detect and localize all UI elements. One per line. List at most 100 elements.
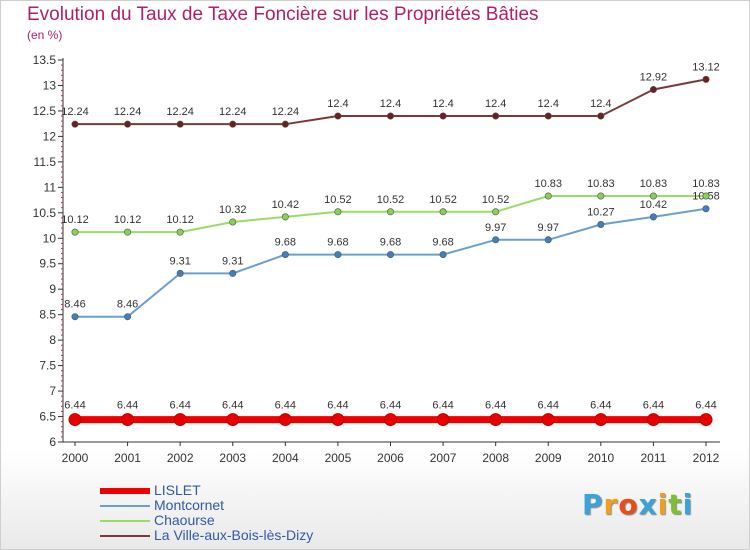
x-tick-label: 2002 bbox=[167, 451, 194, 465]
data-label: 10.12 bbox=[114, 214, 142, 226]
data-point bbox=[699, 413, 713, 427]
logo-letter: P bbox=[582, 488, 604, 521]
data-label: 12.92 bbox=[640, 72, 668, 84]
data-label: 12.4 bbox=[485, 98, 506, 110]
y-tick-label: 6 bbox=[49, 435, 56, 449]
data-point bbox=[334, 208, 342, 216]
chart-title: Evolution du Taux de Taxe Foncière sur l… bbox=[27, 4, 539, 25]
legend-swatch-montcornet bbox=[100, 505, 150, 507]
data-point bbox=[71, 120, 79, 128]
legend-item-lislet: LISLET bbox=[100, 482, 430, 499]
y-tick-label: 12 bbox=[43, 129, 57, 143]
data-label: 10.83 bbox=[640, 178, 668, 190]
data-point bbox=[649, 213, 657, 221]
data-label: 10.52 bbox=[324, 194, 352, 206]
data-label: 12.4 bbox=[538, 98, 559, 110]
data-point bbox=[281, 251, 289, 259]
data-label: 6.44 bbox=[64, 400, 85, 412]
x-tick-label: 2000 bbox=[62, 451, 89, 465]
data-point bbox=[489, 413, 503, 427]
data-point bbox=[544, 112, 552, 120]
data-label: 8.46 bbox=[64, 299, 85, 311]
data-label: 10.83 bbox=[534, 178, 562, 190]
proxiti-logo: Proxiti bbox=[582, 488, 693, 521]
data-point bbox=[492, 236, 500, 244]
logo-letter: t bbox=[668, 488, 683, 521]
data-label: 10.27 bbox=[587, 207, 615, 219]
legend-swatch-lislet bbox=[100, 488, 150, 494]
data-label: 10.83 bbox=[692, 178, 720, 190]
data-point bbox=[176, 120, 184, 128]
y-tick-label: 8.5 bbox=[39, 308, 56, 322]
y-tick-label: 11.5 bbox=[34, 155, 57, 169]
data-label: 9.68 bbox=[432, 237, 453, 249]
data-label: 6.44 bbox=[695, 400, 716, 412]
data-label: 10.52 bbox=[377, 194, 405, 206]
data-point bbox=[121, 413, 135, 427]
data-label: 9.68 bbox=[275, 237, 296, 249]
y-tick-label: 7.5 bbox=[39, 359, 56, 373]
data-label: 6.44 bbox=[485, 400, 506, 412]
data-label: 9.31 bbox=[169, 255, 190, 267]
data-point bbox=[71, 313, 79, 321]
data-label: 6.44 bbox=[380, 400, 401, 412]
data-point bbox=[646, 413, 660, 427]
data-label: 6.44 bbox=[538, 400, 559, 412]
data-label: 6.44 bbox=[222, 400, 243, 412]
data-label: 12.24 bbox=[166, 106, 194, 118]
data-point bbox=[281, 213, 289, 221]
data-point bbox=[331, 413, 345, 427]
x-tick-label: 2005 bbox=[325, 451, 352, 465]
data-label: 6.44 bbox=[169, 400, 190, 412]
data-point bbox=[229, 269, 237, 277]
data-point bbox=[702, 192, 710, 200]
data-point bbox=[124, 228, 132, 236]
data-label: 6.44 bbox=[117, 400, 138, 412]
data-point bbox=[384, 413, 397, 427]
data-point bbox=[439, 251, 447, 259]
y-tick-label: 9.5 bbox=[39, 257, 56, 271]
data-label: 10.42 bbox=[272, 199, 300, 211]
data-label: 12.24 bbox=[272, 106, 300, 118]
data-label: 12.4 bbox=[327, 98, 348, 110]
x-tick-label: 2010 bbox=[587, 451, 614, 465]
data-point bbox=[278, 413, 292, 427]
logo-letter: x bbox=[638, 488, 658, 521]
x-tick-label: 2004 bbox=[272, 451, 299, 465]
data-label: 9.31 bbox=[222, 255, 243, 267]
logo-letter: i bbox=[657, 488, 669, 521]
data-label: 6.44 bbox=[275, 400, 296, 412]
data-point bbox=[334, 112, 342, 120]
data-point bbox=[281, 120, 289, 128]
data-label: 6.44 bbox=[327, 400, 348, 412]
legend-item-chaourse: Chaourse bbox=[100, 512, 430, 529]
data-point bbox=[226, 413, 240, 427]
data-point bbox=[386, 251, 394, 259]
legend-label-la-ville-aux-bois: La Ville-aux-Bois-lès-Dizy bbox=[154, 527, 314, 543]
y-tick-label: 13 bbox=[43, 78, 57, 92]
data-point bbox=[492, 208, 500, 216]
logo-letter: r bbox=[603, 488, 619, 521]
data-label: 10.32 bbox=[219, 204, 247, 216]
data-point bbox=[334, 251, 342, 259]
data-point bbox=[702, 75, 710, 83]
data-point bbox=[492, 112, 500, 120]
legend-item-montcornet: Montcornet bbox=[100, 497, 430, 514]
data-label: 9.68 bbox=[327, 237, 348, 249]
y-tick-label: 10.5 bbox=[33, 206, 57, 220]
logo-letter: i bbox=[682, 488, 694, 521]
data-point bbox=[597, 112, 605, 120]
y-tick-label: 6.5 bbox=[39, 410, 56, 424]
data-label: 10.52 bbox=[429, 194, 457, 206]
legend-label-chaourse: Chaourse bbox=[154, 512, 215, 528]
data-label: 10.52 bbox=[482, 194, 510, 206]
data-label: 6.44 bbox=[432, 400, 453, 412]
data-label: 10.12 bbox=[166, 214, 194, 226]
legend: LISLET Montcornet Chaourse La Ville-aux-… bbox=[100, 482, 430, 544]
data-point bbox=[71, 228, 79, 236]
data-point bbox=[229, 218, 237, 226]
data-point bbox=[541, 413, 555, 427]
data-point bbox=[386, 208, 394, 216]
y-tick-label: 11 bbox=[44, 180, 57, 194]
